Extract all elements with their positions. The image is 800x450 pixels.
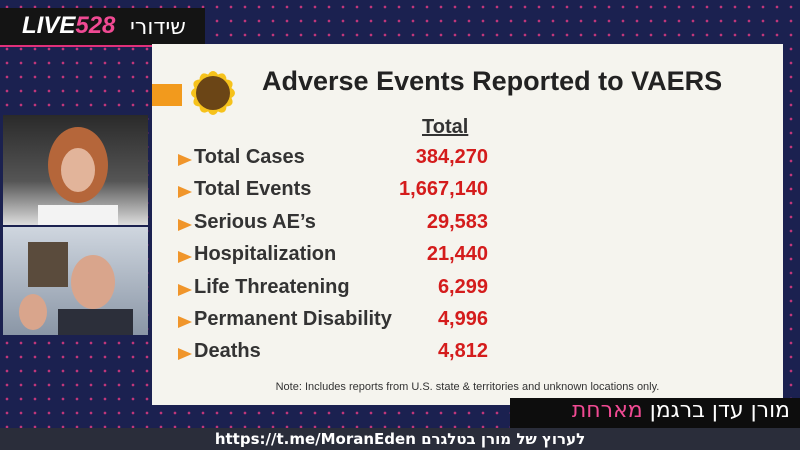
accent-band: [152, 84, 182, 106]
table-row: Deaths 4,812: [178, 340, 488, 370]
row-value: 4,812: [437, 340, 488, 363]
table-row: Life Threatening 6,299: [178, 276, 488, 306]
row-value: 29,583: [426, 210, 488, 233]
table-row: Serious AE’s 29,583: [178, 211, 488, 241]
slide-title: Adverse Events Reported to VAERS: [262, 66, 723, 96]
table-row: Permanent Disability 4,996: [178, 308, 488, 338]
sunflower: [191, 71, 235, 115]
name-banner: מורן עדן ברגמן מארחת: [510, 398, 800, 428]
row-value: 4,996: [437, 308, 488, 330]
row-label: Hospitalization: [194, 243, 337, 266]
bullet-arrow: [178, 186, 192, 199]
row-value: 1,667,140: [399, 178, 488, 201]
slide: Adverse Events Reported to VAERS Total T…: [152, 44, 783, 405]
logo-hebrew: שידורי: [130, 15, 186, 40]
bullet-arrow: [178, 283, 192, 296]
bullet-arrow: [178, 348, 192, 361]
row-value: 21,440: [426, 243, 488, 266]
webcam-guest: [3, 227, 148, 335]
row-value: 384,270: [415, 146, 488, 168]
row-label: Total Events: [194, 178, 312, 201]
row-label: Total Cases: [194, 146, 305, 168]
bullet-arrow: [178, 218, 192, 231]
logo-live: LIVE528: [22, 12, 115, 40]
logo: LIVE528 שידורי: [0, 8, 205, 47]
logo-number: 528: [75, 12, 116, 39]
bullet-arrow: [178, 154, 192, 166]
guest-figure: [19, 242, 133, 335]
bullet-arrow: [178, 251, 192, 264]
column-header: Total: [422, 116, 469, 138]
banner-name: מורן עדן ברגמן: [649, 398, 790, 423]
ticker: https://t.me/MoranEden לערוץ של מורן בטל…: [0, 428, 800, 450]
banner-role: מארחת: [571, 398, 643, 423]
bullet-arrow: [178, 316, 192, 328]
logo-live-text: LIVE: [22, 12, 76, 39]
row-label: Permanent Disability: [194, 308, 392, 330]
table-row: Hospitalization 21,440: [178, 243, 488, 273]
table-row: Total Events 1,667,140: [178, 178, 488, 208]
row-value: 6,299: [437, 275, 488, 298]
webcam-host: [3, 115, 148, 225]
row-label: Deaths: [194, 340, 261, 363]
row-label: Serious AE’s: [194, 210, 316, 233]
host-figure: [38, 127, 118, 225]
note: Note: Includes reports from U.S. state &…: [275, 381, 660, 393]
row-label: Life Threatening: [194, 275, 350, 298]
table-row: Total Cases 384,270: [178, 146, 488, 176]
